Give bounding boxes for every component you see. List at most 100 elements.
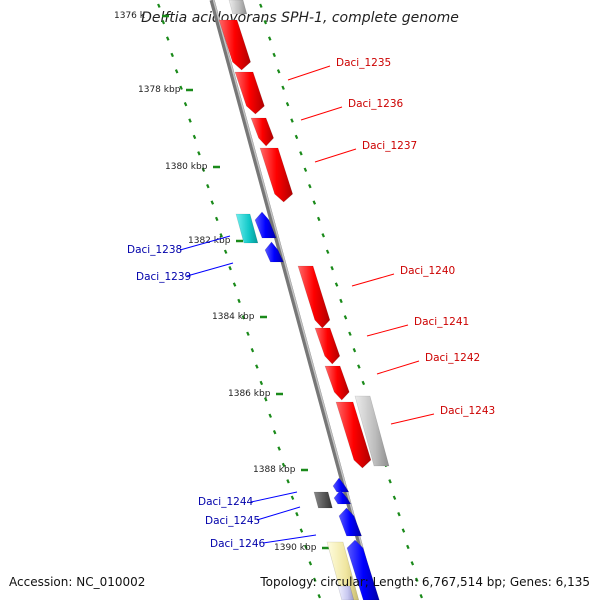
gene-block-other — [313, 491, 333, 509]
tick-mark — [312, 200, 317, 205]
tick-mark — [361, 380, 366, 386]
tick-mark — [397, 511, 401, 517]
gene-label-forward: Daci_1240 — [400, 265, 455, 277]
label-leader-line — [179, 235, 231, 251]
gene-arrow-reverse — [338, 507, 363, 537]
tick-mark — [268, 413, 272, 418]
label-leader-line — [314, 148, 357, 163]
gene-label-reverse: Daci_1238 — [127, 244, 182, 256]
tick-mark — [232, 282, 237, 287]
gene-arrow-reverse — [333, 489, 352, 505]
tick-mark — [281, 85, 285, 90]
tick-mark — [255, 364, 259, 369]
label-leader-line — [390, 413, 435, 425]
tick-mark — [223, 249, 228, 254]
tick-mark — [174, 69, 179, 74]
tick-mark — [308, 561, 313, 566]
tick-mark — [294, 134, 299, 140]
tick-mark — [303, 167, 308, 172]
tick-mark — [197, 151, 201, 156]
tick-mark — [308, 183, 312, 189]
gene-arrow-forward — [218, 19, 251, 71]
tick-mark — [334, 282, 339, 287]
tick-mark — [406, 544, 410, 550]
tick-mark — [165, 36, 170, 41]
kbp-scale-labels: 1376 k 1378 kbp 1380 kbp 1382 kbp 1384 kbp 13… — [114, 11, 329, 553]
tick-mark — [272, 52, 276, 58]
tick-mark — [170, 52, 174, 58]
tick-mark — [313, 577, 317, 582]
tick-mark — [299, 151, 303, 156]
label-leader-lines — [179, 65, 435, 544]
kbp-label: 1390 kbp — [274, 543, 317, 553]
gene-arrow-forward — [259, 147, 294, 203]
gene-label-forward: Daci_1242 — [425, 352, 480, 364]
gene-arrow-forward — [335, 401, 372, 469]
gene-label-forward: Daci_1237 — [362, 140, 417, 152]
tick-mark — [228, 265, 232, 271]
tick-mark — [219, 233, 223, 238]
gene-label-reverse: Daci_1239 — [136, 271, 191, 283]
kbp-label: 1382 kbp — [188, 236, 231, 246]
gene-label-forward: Daci_1241 — [414, 316, 469, 328]
label-leader-line — [186, 262, 234, 277]
genome-backbone — [209, 0, 378, 600]
gene-arrow-reverse — [346, 539, 380, 600]
gene-label-forward: Daci_1235 — [336, 57, 391, 69]
gene-arrow-forward — [314, 327, 341, 365]
accession-text: Accession: NC_010002 — [9, 575, 146, 589]
gene-arrow-reverse — [264, 241, 284, 263]
tick-mark — [183, 101, 188, 107]
gene-arrow-forward — [250, 117, 274, 147]
tick-mark — [321, 233, 325, 238]
gene-label-reverse: Daci_1245 — [205, 515, 260, 527]
gene-features — [218, 0, 390, 600]
tick-marks — [157, 3, 423, 599]
gene-arrow-reverse — [332, 477, 350, 493]
tick-mark — [304, 544, 308, 550]
tick-mark — [157, 3, 161, 8]
tick-mark — [201, 167, 206, 172]
tick-mark — [281, 462, 286, 468]
kbp-label: 1384 kbp — [212, 312, 255, 322]
tick-mark — [316, 216, 321, 222]
tick-mark — [410, 561, 415, 566]
tick-mark — [330, 265, 334, 271]
gene-block-other — [235, 213, 259, 244]
tick-mark — [241, 315, 246, 320]
tick-mark — [259, 3, 263, 8]
gene-label-reverse: Daci_1246 — [210, 538, 266, 550]
label-leader-line — [256, 506, 301, 521]
label-leader-line — [300, 106, 343, 121]
gene-block-other — [228, 0, 248, 15]
kbp-label: 1376 k — [114, 11, 146, 21]
gene-label-forward: Daci_1236 — [348, 98, 404, 110]
kbp-label: 1388 kbp — [253, 465, 296, 475]
label-leader-line — [287, 65, 331, 81]
tick-mark — [295, 511, 299, 517]
tick-mark — [250, 347, 255, 353]
tick-mark — [206, 183, 210, 189]
kbp-label: 1386 kbp — [228, 389, 271, 399]
tick-mark — [276, 69, 281, 74]
gene-block-other — [326, 541, 360, 600]
gene-arrow-forward — [234, 71, 265, 115]
tick-mark — [267, 36, 272, 41]
tick-mark — [339, 298, 343, 304]
tick-mark — [419, 593, 423, 599]
tick-mark — [277, 446, 281, 451]
tick-mark — [348, 331, 352, 336]
tick-mark — [179, 85, 183, 90]
tick-mark — [286, 479, 290, 484]
gene-label-reverse: Daci_1244 — [198, 496, 254, 508]
label-leader-line — [366, 324, 409, 337]
tick-mark — [357, 364, 361, 369]
tick-mark — [352, 347, 357, 353]
tick-mark — [317, 593, 321, 599]
tick-mark — [290, 118, 294, 123]
tick-mark — [290, 495, 295, 500]
gene-arrow-reverse — [254, 211, 277, 239]
gene-arrow-forward — [297, 265, 331, 329]
gene-arrow-forward — [324, 365, 350, 401]
